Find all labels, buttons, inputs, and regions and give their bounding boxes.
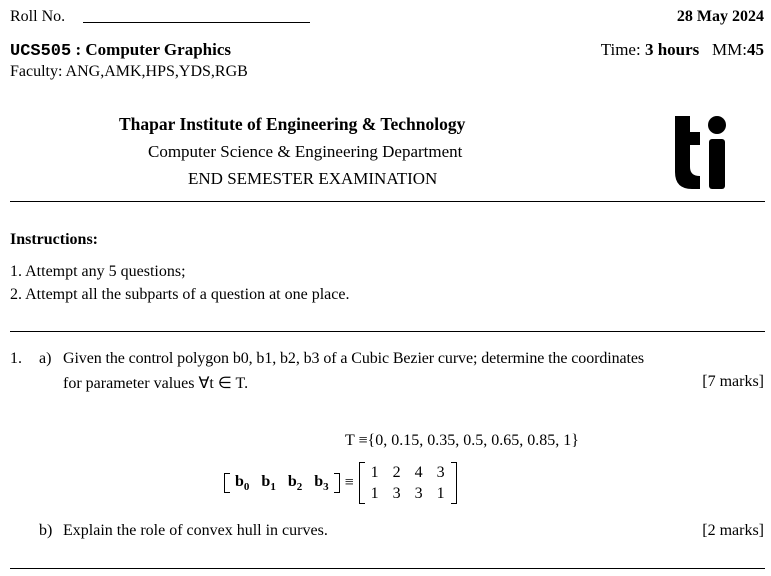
exam-type: END SEMESTER EXAMINATION xyxy=(188,169,438,188)
institute-logo xyxy=(675,116,726,189)
subpart-b-label: b) xyxy=(39,522,53,539)
divider xyxy=(10,331,765,332)
institute-name: Thapar Institute of Engineering & Techno… xyxy=(119,114,466,134)
subpart-a-text: Given the control polygon b0, b1, b2, b3… xyxy=(63,350,644,367)
time-label: Time: xyxy=(600,40,645,59)
department: Computer Science & Engineering Departmen… xyxy=(148,142,463,161)
mm-label: MM: xyxy=(712,40,747,59)
control-points-vector: b0 b1 b2 b3 xyxy=(224,472,340,494)
faculty: Faculty: ANG,AMK,HPS,YDS,RGB xyxy=(10,63,248,80)
subpart-b-text: Explain the role of convex hull in curve… xyxy=(63,522,328,539)
subpart-a-marks: [7 marks] xyxy=(702,373,764,390)
subpart-b-marks: [2 marks] xyxy=(702,522,764,539)
roll-number-line xyxy=(83,22,310,23)
parameter-set: T ≡{0, 0.15, 0.35, 0.5, 0.65, 0.85, 1} xyxy=(345,432,579,449)
divider xyxy=(10,568,765,569)
instruction-item: 2. Attempt all the subparts of a questio… xyxy=(10,286,350,303)
roll-label: Roll No. xyxy=(10,8,66,25)
instructions-title: Instructions: xyxy=(10,231,99,248)
subpart-a-text-2: for parameter values ∀t ∈ T. xyxy=(63,375,249,392)
time-marks: Time: 3 hours MM:45 xyxy=(601,40,764,60)
course-title: UCS505 : Computer Graphics xyxy=(10,40,231,61)
course-code: UCS505 xyxy=(10,42,72,61)
instruction-item: 1. Attempt any 5 questions; xyxy=(10,263,186,280)
course-sep: : xyxy=(71,40,86,59)
question-number: 1. xyxy=(10,350,22,367)
course-name: Computer Graphics xyxy=(85,40,231,59)
exam-date: 28 May 2024 xyxy=(676,8,764,25)
time-value: 3 hours xyxy=(644,40,700,59)
subpart-a-label: a) xyxy=(39,350,52,367)
mm-value: 45 xyxy=(747,40,764,59)
divider xyxy=(10,201,765,202)
